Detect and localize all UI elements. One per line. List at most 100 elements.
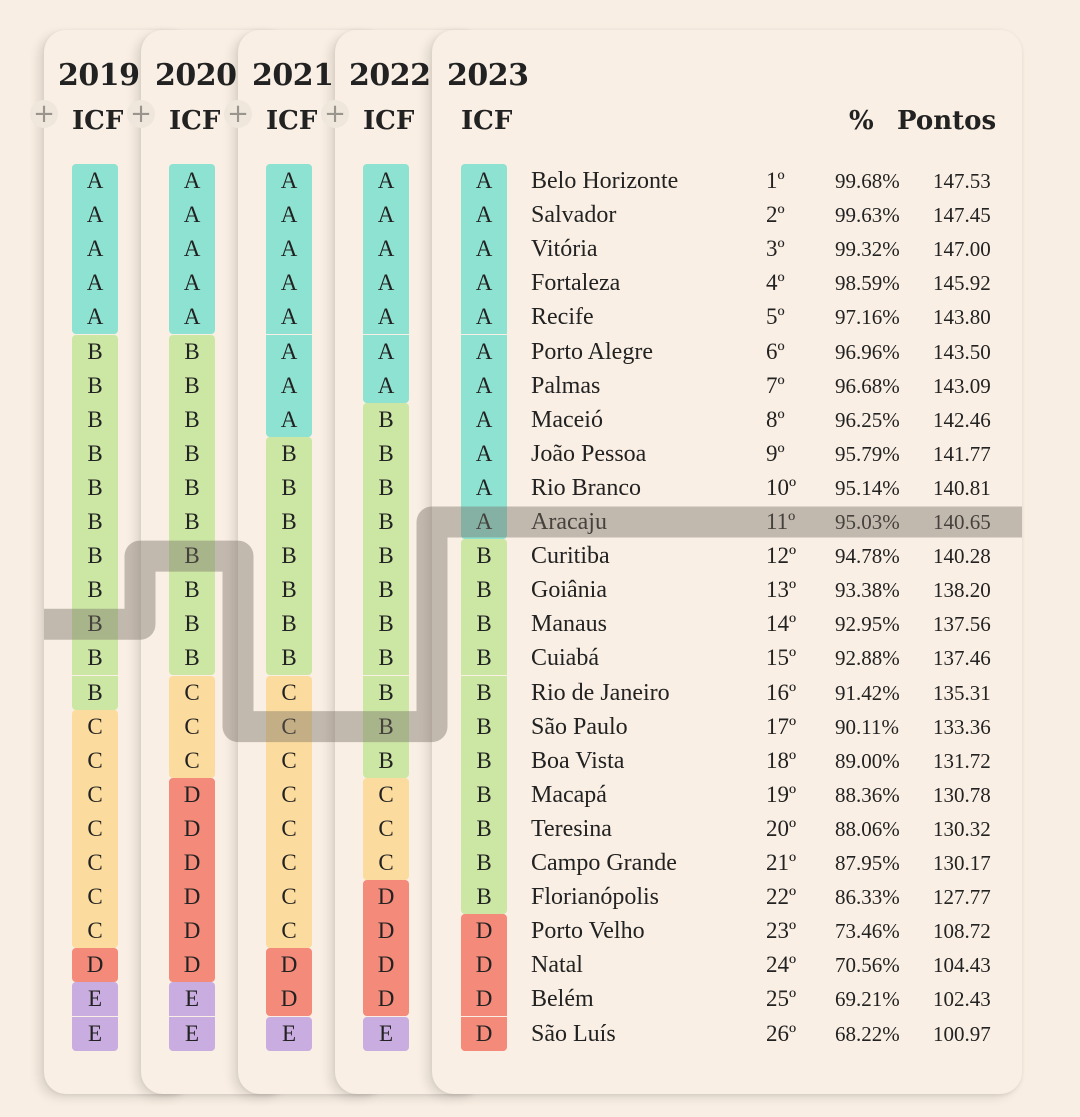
grade-cell: C [72, 743, 118, 778]
rank-value: 2º [766, 202, 785, 228]
city-name: Fortaleza [531, 270, 621, 297]
grade-cell: D [169, 846, 215, 880]
city-name: Natal [531, 952, 583, 979]
points-value: 143.80 [933, 305, 991, 330]
grade-cell: B [363, 505, 409, 539]
grade-cell: D [363, 948, 409, 983]
grade-cell: C [363, 777, 409, 812]
city-name: Aracaju [531, 509, 607, 535]
grade-cell: A [72, 232, 118, 267]
grade-cell: D [169, 880, 215, 915]
rank-value: 1º [766, 168, 785, 193]
grade-cell: B [72, 402, 118, 437]
grade-cell: B [169, 334, 215, 369]
grade-cell: B [169, 539, 215, 574]
grade-cell: C [363, 846, 409, 880]
grade-cell: B [461, 777, 507, 812]
grade-cell: B [72, 675, 118, 710]
rank-value: 20º [766, 815, 797, 841]
percent-value: 94.78% [835, 544, 900, 569]
rank-value: 7º [766, 372, 785, 398]
year-label: 2020 [155, 58, 237, 93]
grade-cell: A [461, 368, 507, 403]
grade-cell: A [363, 300, 409, 335]
grade-cell: D [461, 948, 507, 983]
grade-cell: D [169, 948, 215, 983]
points-value: 143.50 [933, 339, 991, 364]
city-name: Porto Velho [531, 918, 645, 945]
grade-cell: A [363, 164, 409, 198]
grade-cell: B [266, 641, 312, 676]
icf-header: ICF [363, 106, 415, 136]
percent-value: 86.33% [835, 885, 900, 910]
expand-plus-icon[interactable]: + [127, 100, 155, 128]
grade-cell: B [461, 811, 507, 846]
expand-plus-icon[interactable]: + [224, 100, 252, 128]
grade-cell: C [266, 914, 312, 949]
grade-cell: D [169, 914, 215, 949]
grade-cell: B [169, 368, 215, 403]
grade-cell: B [169, 573, 215, 608]
rank-value: 3º [766, 236, 785, 262]
grade-cell: D [363, 982, 409, 1017]
city-name: Belém [531, 986, 594, 1013]
percent-value: 90.11% [835, 714, 899, 739]
grade-cell: B [363, 675, 409, 710]
grade-cell: B [169, 402, 215, 437]
points-value: 147.53 [933, 169, 991, 193]
rank-value: 9º [766, 440, 785, 466]
city-name: João Pessoa [531, 440, 647, 467]
grade-cell: A [363, 266, 409, 301]
city-name: Salvador [531, 202, 617, 229]
grade-cell: B [266, 505, 312, 539]
grade-cell: B [461, 641, 507, 676]
grade-cell: B [461, 846, 507, 880]
grade-cell: E [169, 1016, 215, 1051]
grade-cell: D [266, 948, 312, 983]
points-value: 108.72 [933, 919, 991, 944]
rank-value: 6º [766, 338, 785, 364]
grade-cell: A [266, 368, 312, 403]
grade-cell: A [72, 198, 118, 233]
grade-cell: A [266, 334, 312, 369]
grade-cell: A [266, 164, 312, 198]
grade-cell: B [363, 709, 409, 744]
grade-cell: C [363, 811, 409, 846]
grade-cell: D [266, 982, 312, 1017]
grade-cell: A [461, 505, 507, 539]
expand-plus-icon[interactable]: + [30, 100, 58, 128]
rank-value: 21º [766, 850, 797, 875]
grade-cell: A [461, 300, 507, 335]
percent-value: 87.95% [835, 851, 900, 875]
points-value: 135.31 [933, 680, 991, 705]
city-name: São Luís [531, 1020, 616, 1047]
city-name: Palmas [531, 372, 601, 399]
grade-cell: B [72, 505, 118, 539]
grade-cell: B [266, 539, 312, 574]
points-value: 130.78 [933, 782, 991, 807]
icf-header: ICF [169, 106, 221, 136]
grade-cell: C [266, 811, 312, 846]
grade-cell: C [266, 777, 312, 812]
percent-value: 92.95% [835, 612, 900, 637]
grade-cell: C [72, 914, 118, 949]
grade-cell: C [72, 709, 118, 744]
rank-value: 24º [766, 952, 797, 978]
percent-value: 97.16% [835, 305, 900, 330]
grade-cell: A [169, 164, 215, 198]
grade-cell: B [72, 539, 118, 574]
grade-cell: B [363, 573, 409, 608]
points-value: 104.43 [933, 953, 991, 978]
points-value: 140.65 [933, 510, 991, 534]
grade-cell: D [461, 914, 507, 949]
expand-plus-icon[interactable]: + [321, 100, 349, 128]
percent-value: 96.96% [835, 339, 900, 364]
percent-value: 73.46% [835, 919, 900, 944]
grade-cell: A [266, 266, 312, 301]
points-value: 143.09 [933, 373, 991, 398]
city-name: Belo Horizonte [531, 168, 679, 194]
year-card-2023 [432, 30, 1022, 1094]
points-value: 142.46 [933, 407, 991, 432]
grade-cell: A [266, 300, 312, 335]
percent-value: 96.25% [835, 407, 900, 432]
